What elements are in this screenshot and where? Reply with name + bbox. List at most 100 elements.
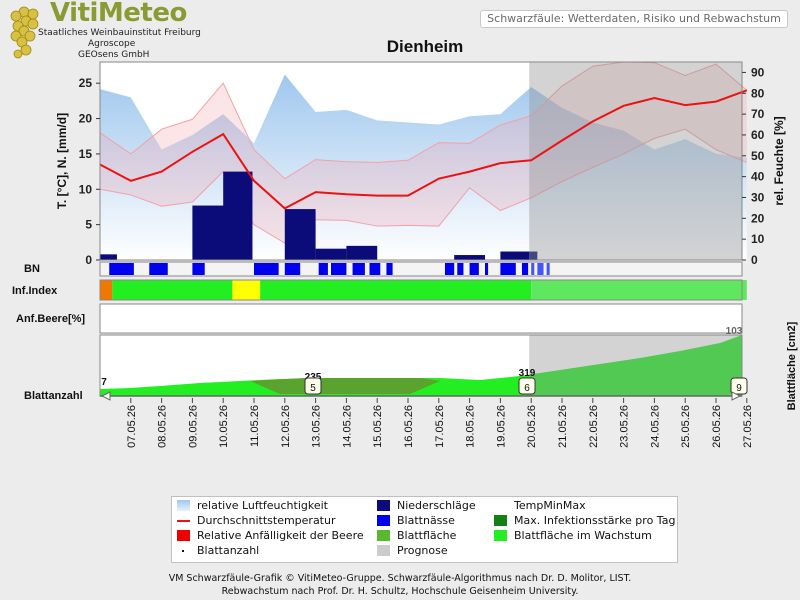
brand-sub-2: Agroscope — [88, 39, 136, 49]
precip-bar-0 — [100, 254, 117, 260]
infection-index-seg-1 — [112, 280, 233, 300]
legend-swatch — [177, 530, 190, 541]
xtick-label-10: 17.05.26 — [434, 405, 446, 448]
inf-row-frame — [99, 279, 743, 301]
x-axis-arrow-left — [100, 391, 111, 401]
legend-swatch — [177, 520, 190, 522]
ytick-label-right-8: 80 — [751, 86, 765, 100]
leaf-wetness-bar-5 — [318, 263, 328, 275]
leaf-wetness-bar-3 — [254, 263, 279, 275]
leaf-wetness-bar-7 — [352, 263, 365, 275]
leaf-wetness-bar-15 — [521, 263, 529, 275]
legend-label: Blattanzahl — [197, 544, 260, 557]
leaf-count-label-2: 9 — [736, 383, 742, 394]
legend-swatch — [182, 550, 184, 552]
ytick-label-left-0: 0 — [85, 253, 92, 267]
leaf-area-label-0: 7 — [101, 377, 107, 388]
legend-swatch — [494, 515, 507, 526]
precip-bar-7 — [500, 251, 530, 260]
legend-swatch — [377, 530, 390, 541]
xtick-label-2: 09.05.26 — [187, 405, 199, 448]
leaf-wetness-bar-2 — [192, 263, 205, 275]
xtick-label-3: 10.05.26 — [218, 405, 230, 448]
legend-swatch — [177, 500, 190, 511]
ylabel-left: T. [°C], N. [mm/d] — [55, 113, 69, 209]
legend-label: TempMinMax — [514, 499, 586, 512]
ytick-label-right-7: 70 — [751, 107, 765, 121]
legend-swatch — [377, 545, 390, 556]
ytick-label-right-4: 40 — [751, 170, 765, 184]
legend-label: Max. Infektionsstärke pro Tag — [514, 514, 676, 527]
xtick-label-19: 26.05.26 — [711, 405, 723, 448]
xtick-label-17: 24.05.26 — [649, 405, 661, 448]
leaf-wetness-bar-13 — [485, 263, 489, 275]
legend-label: Blattfläche im Wachstum — [514, 529, 652, 542]
legend-label: Prognose — [397, 544, 448, 557]
precip-bar-3 — [284, 209, 316, 260]
precip-bar-8 — [529, 251, 538, 260]
axes: 0 5 10 15 20 25 0 10 20 30 40 50 60 70 80 90 T. [°C], N.… — [55, 65, 786, 447]
grape-icon — [10, 6, 39, 59]
temp-mean-line — [99, 89, 748, 210]
leaf-count-box-2 — [730, 377, 748, 395]
forecast-overlay-plot — [529, 62, 742, 260]
legend-label: relative Luftfeuchtigkeit — [197, 499, 328, 512]
row-label-anf: Anf.Beere[%] — [16, 313, 85, 325]
leaf-area-label-3: 103 — [726, 326, 743, 337]
xtick-label-7: 14.05.26 — [341, 405, 353, 448]
row-label-blattanzahl: Blattanzahl — [24, 390, 83, 402]
forecast-overlay-leaf — [529, 335, 742, 396]
ytick-label-left-5: 25 — [79, 76, 93, 90]
temp-minmax-band — [100, 62, 747, 244]
ytick-label-left-2: 10 — [79, 182, 93, 196]
legend-label: Blattfläche — [397, 529, 457, 542]
ytick-label-right-1: 10 — [751, 232, 765, 246]
ytick-label-left-3: 15 — [79, 147, 93, 161]
leaf-wetness-bar-14 — [500, 263, 516, 275]
ytick-label-left-1: 5 — [85, 218, 92, 232]
xtick-label-13: 20.05.26 — [526, 405, 538, 448]
legend-swatch — [377, 500, 390, 511]
xtick-label-16: 23.05.26 — [619, 405, 631, 448]
ytick-label-right-0: 0 — [751, 253, 758, 267]
legend-swatch — [494, 500, 507, 511]
brand-name: VitiMeteo — [50, 0, 187, 28]
legend-swatch — [377, 515, 390, 526]
xtick-label-6: 13.05.26 — [311, 405, 323, 448]
leaf-wetness-bar-6 — [331, 263, 347, 275]
xtick-label-8: 15.05.26 — [372, 405, 384, 448]
chart-title: Dienheim — [387, 37, 464, 56]
row-label-inf: Inf.Index — [12, 285, 58, 297]
infection-index-seg-3 — [260, 280, 532, 300]
xtick-label-9: 16.05.26 — [403, 405, 415, 448]
leaf-wetness-bar-8 — [369, 263, 381, 275]
legend-swatch — [494, 530, 507, 541]
leaf-count-box-1 — [518, 377, 536, 395]
row-label-blattflaeche: Blattfläche [cm2] — [786, 321, 798, 410]
row-label-bn: BN — [24, 263, 40, 275]
plot-frame — [99, 61, 743, 261]
rows-area: BNInf.IndexAnf.Beere[%]7235319103569Blat… — [12, 261, 798, 410]
leaf-area-mature — [250, 378, 440, 394]
xtick-label-1: 08.05.26 — [157, 405, 169, 448]
xtick-label-18: 25.05.26 — [680, 405, 692, 448]
legend-label: Relative Anfälligkeit der Beere — [197, 529, 364, 542]
plot-area — [99, 61, 748, 261]
footer-line-2: Rebwachstum nach Prof. Dr. H. Schultz, H… — [221, 586, 579, 597]
leaf-wetness-bar-9 — [386, 263, 393, 275]
legend-label: Durchschnittstemperatur — [197, 514, 336, 527]
infection-index-seg-4 — [531, 280, 747, 300]
leaf-wetness-bar-10 — [444, 263, 455, 275]
brand-sub-3: GEOsens GmbH — [78, 50, 150, 60]
leaf-wetness-forecast-bar-1 — [537, 263, 544, 275]
xtick-label-5: 12.05.26 — [280, 405, 292, 448]
precip-bar-4 — [315, 248, 347, 260]
ytick-label-right-3: 30 — [751, 190, 765, 204]
brand-sub-1: Staatliches Weinbauinstitut Freiburg — [38, 28, 201, 38]
leaf-count-box-0 — [304, 377, 322, 395]
vitimeteo-logo: VitiMeteo Staatliches Weinbauinstitut Fr… — [4, 0, 204, 62]
leaf-wetness-forecast-bar-2 — [546, 263, 550, 275]
xtick-label-20: 27.05.26 — [742, 405, 754, 448]
temp-min-line — [99, 128, 747, 244]
